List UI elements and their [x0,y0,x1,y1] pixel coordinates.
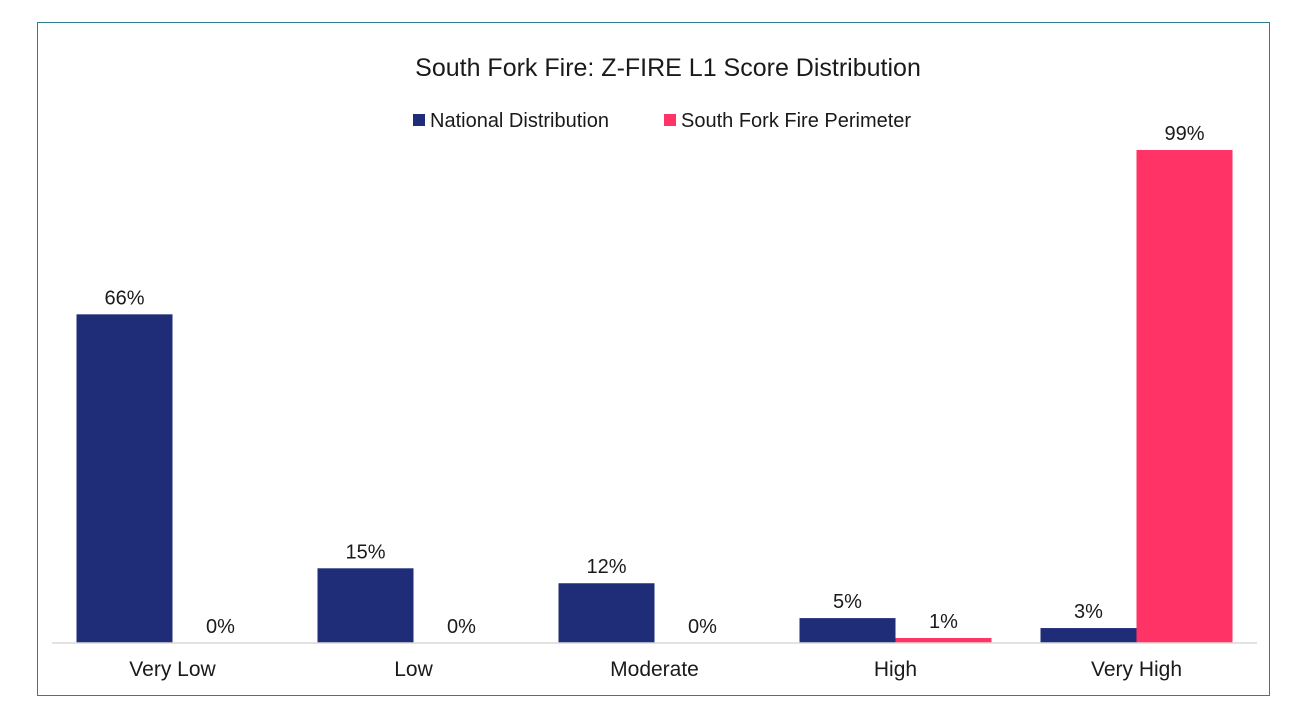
bar-national-distribution-low [317,568,414,643]
bar-south-fork-fire-perimeter-high [895,638,992,643]
data-label-national-distribution-very-low: 66% [104,287,144,309]
data-label-south-fork-fire-perimeter-low: 0% [447,616,476,638]
legend-swatch-south-fork-fire-perimeter [664,114,676,126]
data-label-south-fork-fire-perimeter-moderate: 0% [688,616,717,638]
legend-label-national-distribution: National Distribution [430,110,609,132]
bar-national-distribution-very-low [76,314,173,643]
chart-title: South Fork Fire: Z-FIRE L1 Score Distrib… [415,54,921,82]
data-label-national-distribution-very-high: 3% [1074,601,1103,623]
x-tick-labels-group: Very Low Low Moderate High Very High [129,658,1182,681]
legend-label-south-fork-fire-perimeter: South Fork Fire Perimeter [681,110,911,132]
legend: National Distribution South Fork Fire Pe… [413,110,911,132]
x-tick-label-low: Low [394,658,433,681]
data-label-south-fork-fire-perimeter-high: 1% [929,611,958,633]
bar-national-distribution-very-high [1040,628,1137,643]
bar-national-distribution-high [799,618,896,643]
data-label-south-fork-fire-perimeter-very-low: 0% [206,616,235,638]
data-labels-group: 66% 0% 15% 0% 12% 0% 5% 1% 3% 99% [104,123,1204,638]
x-tick-label-moderate: Moderate [610,658,699,681]
data-label-national-distribution-moderate: 12% [586,556,626,578]
data-label-south-fork-fire-perimeter-very-high: 99% [1164,123,1204,145]
bar-south-fork-fire-perimeter-very-high [1136,150,1233,643]
x-tick-label-very-low: Very Low [129,658,216,681]
x-tick-label-very-high: Very High [1091,658,1182,681]
x-tick-label-high: High [874,658,917,681]
bar-national-distribution-moderate [558,583,655,643]
bars-group [76,150,1233,643]
data-label-national-distribution-low: 15% [345,541,385,563]
legend-swatch-national-distribution [413,114,425,126]
data-label-national-distribution-high: 5% [833,591,862,613]
